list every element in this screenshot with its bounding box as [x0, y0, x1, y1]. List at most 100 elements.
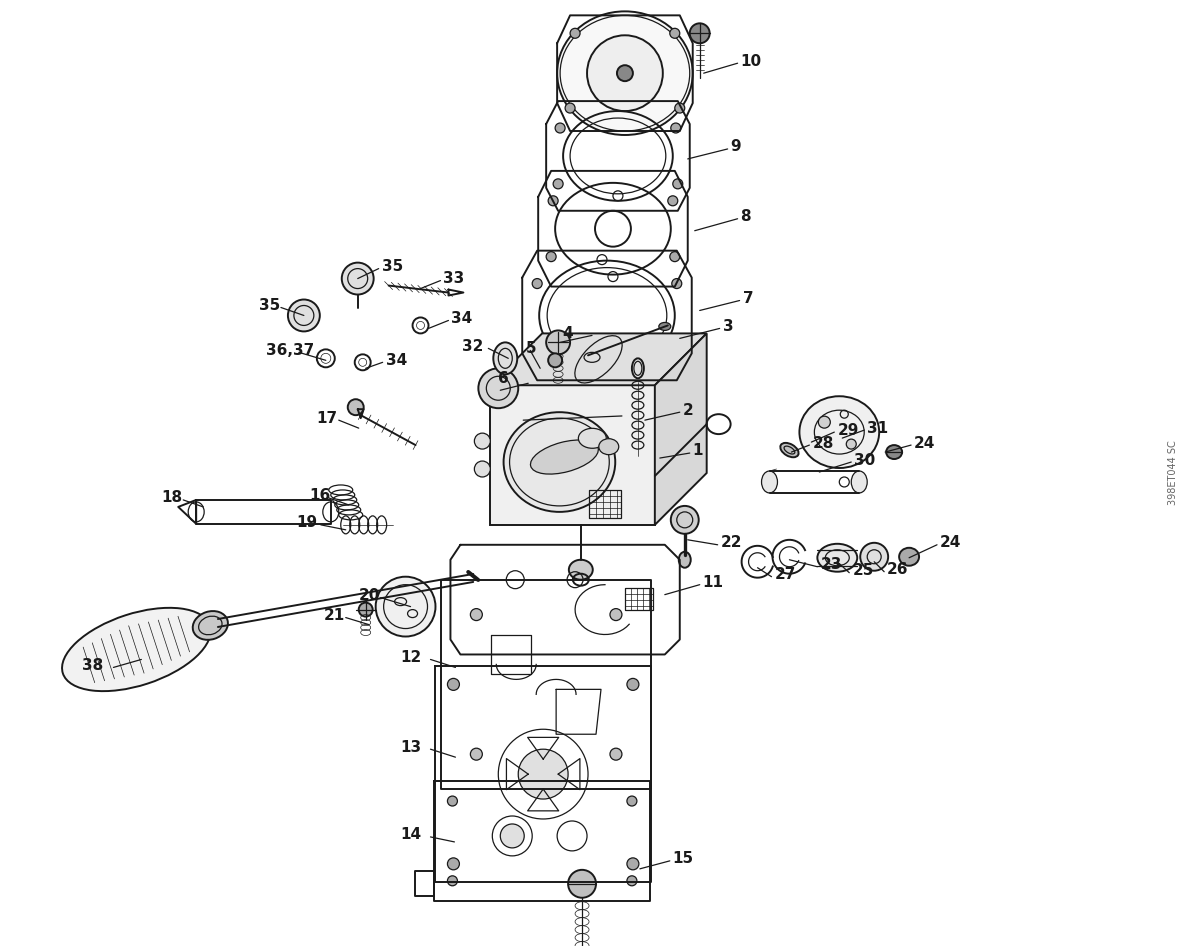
Ellipse shape	[780, 443, 798, 457]
Circle shape	[568, 870, 596, 898]
Ellipse shape	[632, 358, 644, 378]
Text: 5: 5	[527, 341, 536, 356]
Text: 24: 24	[940, 535, 961, 550]
Circle shape	[617, 65, 632, 81]
Polygon shape	[655, 333, 707, 525]
Text: 14: 14	[401, 828, 421, 843]
Ellipse shape	[762, 471, 778, 493]
Circle shape	[518, 749, 568, 799]
Text: 35: 35	[382, 259, 403, 274]
Text: 30: 30	[854, 453, 876, 468]
Ellipse shape	[193, 611, 228, 640]
Circle shape	[671, 123, 680, 133]
Polygon shape	[491, 385, 655, 525]
Circle shape	[846, 439, 857, 449]
Text: 4: 4	[562, 326, 572, 341]
Circle shape	[672, 278, 682, 289]
Circle shape	[359, 602, 373, 616]
Ellipse shape	[679, 552, 691, 567]
Circle shape	[500, 824, 524, 848]
Text: 29: 29	[838, 422, 859, 438]
Text: 21: 21	[324, 608, 346, 623]
Ellipse shape	[860, 543, 888, 571]
Circle shape	[348, 400, 364, 415]
Ellipse shape	[599, 438, 619, 455]
Circle shape	[670, 28, 679, 38]
Circle shape	[587, 35, 662, 111]
Circle shape	[474, 461, 491, 477]
Text: 22: 22	[721, 535, 742, 550]
Circle shape	[546, 252, 556, 261]
Ellipse shape	[659, 322, 671, 331]
Circle shape	[610, 609, 622, 620]
Circle shape	[674, 103, 685, 113]
Text: 24: 24	[914, 436, 936, 451]
Ellipse shape	[569, 560, 593, 580]
Text: 26: 26	[887, 563, 908, 578]
Text: 38: 38	[82, 658, 103, 673]
Text: 9: 9	[731, 139, 742, 154]
Circle shape	[548, 196, 558, 205]
Circle shape	[553, 179, 563, 188]
Text: 16: 16	[308, 489, 330, 504]
Circle shape	[673, 343, 684, 352]
Circle shape	[470, 609, 482, 620]
Ellipse shape	[376, 577, 436, 636]
Circle shape	[548, 353, 562, 367]
Circle shape	[626, 858, 638, 870]
Text: 34: 34	[385, 353, 407, 367]
Circle shape	[565, 103, 575, 113]
Ellipse shape	[817, 544, 857, 572]
Ellipse shape	[493, 343, 517, 374]
Text: 8: 8	[740, 209, 751, 224]
Bar	[625, 588, 653, 610]
Text: 12: 12	[401, 650, 422, 665]
Bar	[589, 490, 620, 518]
Text: 36,37: 36,37	[266, 343, 314, 358]
Text: 35: 35	[259, 298, 281, 313]
Circle shape	[448, 858, 460, 870]
Circle shape	[474, 433, 491, 449]
Circle shape	[448, 678, 460, 690]
Text: 31: 31	[868, 420, 888, 436]
Text: 6: 6	[498, 371, 509, 385]
Text: 1: 1	[692, 442, 703, 457]
Text: 32: 32	[462, 339, 484, 354]
Circle shape	[818, 416, 830, 428]
Circle shape	[690, 24, 709, 44]
Text: 13: 13	[401, 740, 421, 755]
Text: 20: 20	[359, 588, 380, 603]
Circle shape	[532, 278, 542, 289]
Circle shape	[546, 331, 570, 354]
Text: 11: 11	[703, 575, 724, 590]
Circle shape	[470, 748, 482, 760]
Circle shape	[626, 876, 637, 885]
Text: 33: 33	[444, 271, 464, 286]
Ellipse shape	[62, 608, 211, 691]
Text: 23: 23	[821, 557, 841, 572]
Circle shape	[626, 678, 638, 690]
Circle shape	[671, 506, 698, 534]
Ellipse shape	[504, 412, 616, 512]
Polygon shape	[491, 333, 707, 385]
Circle shape	[806, 435, 816, 445]
Circle shape	[448, 876, 457, 885]
Text: 2: 2	[683, 402, 694, 418]
Ellipse shape	[578, 428, 606, 448]
Text: 3: 3	[722, 319, 733, 334]
Circle shape	[673, 179, 683, 188]
Text: 17: 17	[316, 411, 337, 425]
Ellipse shape	[799, 396, 880, 468]
Circle shape	[670, 252, 679, 261]
Text: 19: 19	[296, 515, 317, 530]
Ellipse shape	[899, 547, 919, 565]
Text: 28: 28	[812, 436, 834, 451]
Circle shape	[530, 343, 540, 352]
Circle shape	[448, 796, 457, 806]
Circle shape	[626, 796, 637, 806]
Text: 25: 25	[852, 563, 874, 579]
Circle shape	[610, 748, 622, 760]
Circle shape	[570, 28, 580, 38]
Text: 398ET044 SC: 398ET044 SC	[1169, 440, 1178, 506]
Text: 7: 7	[743, 291, 754, 306]
